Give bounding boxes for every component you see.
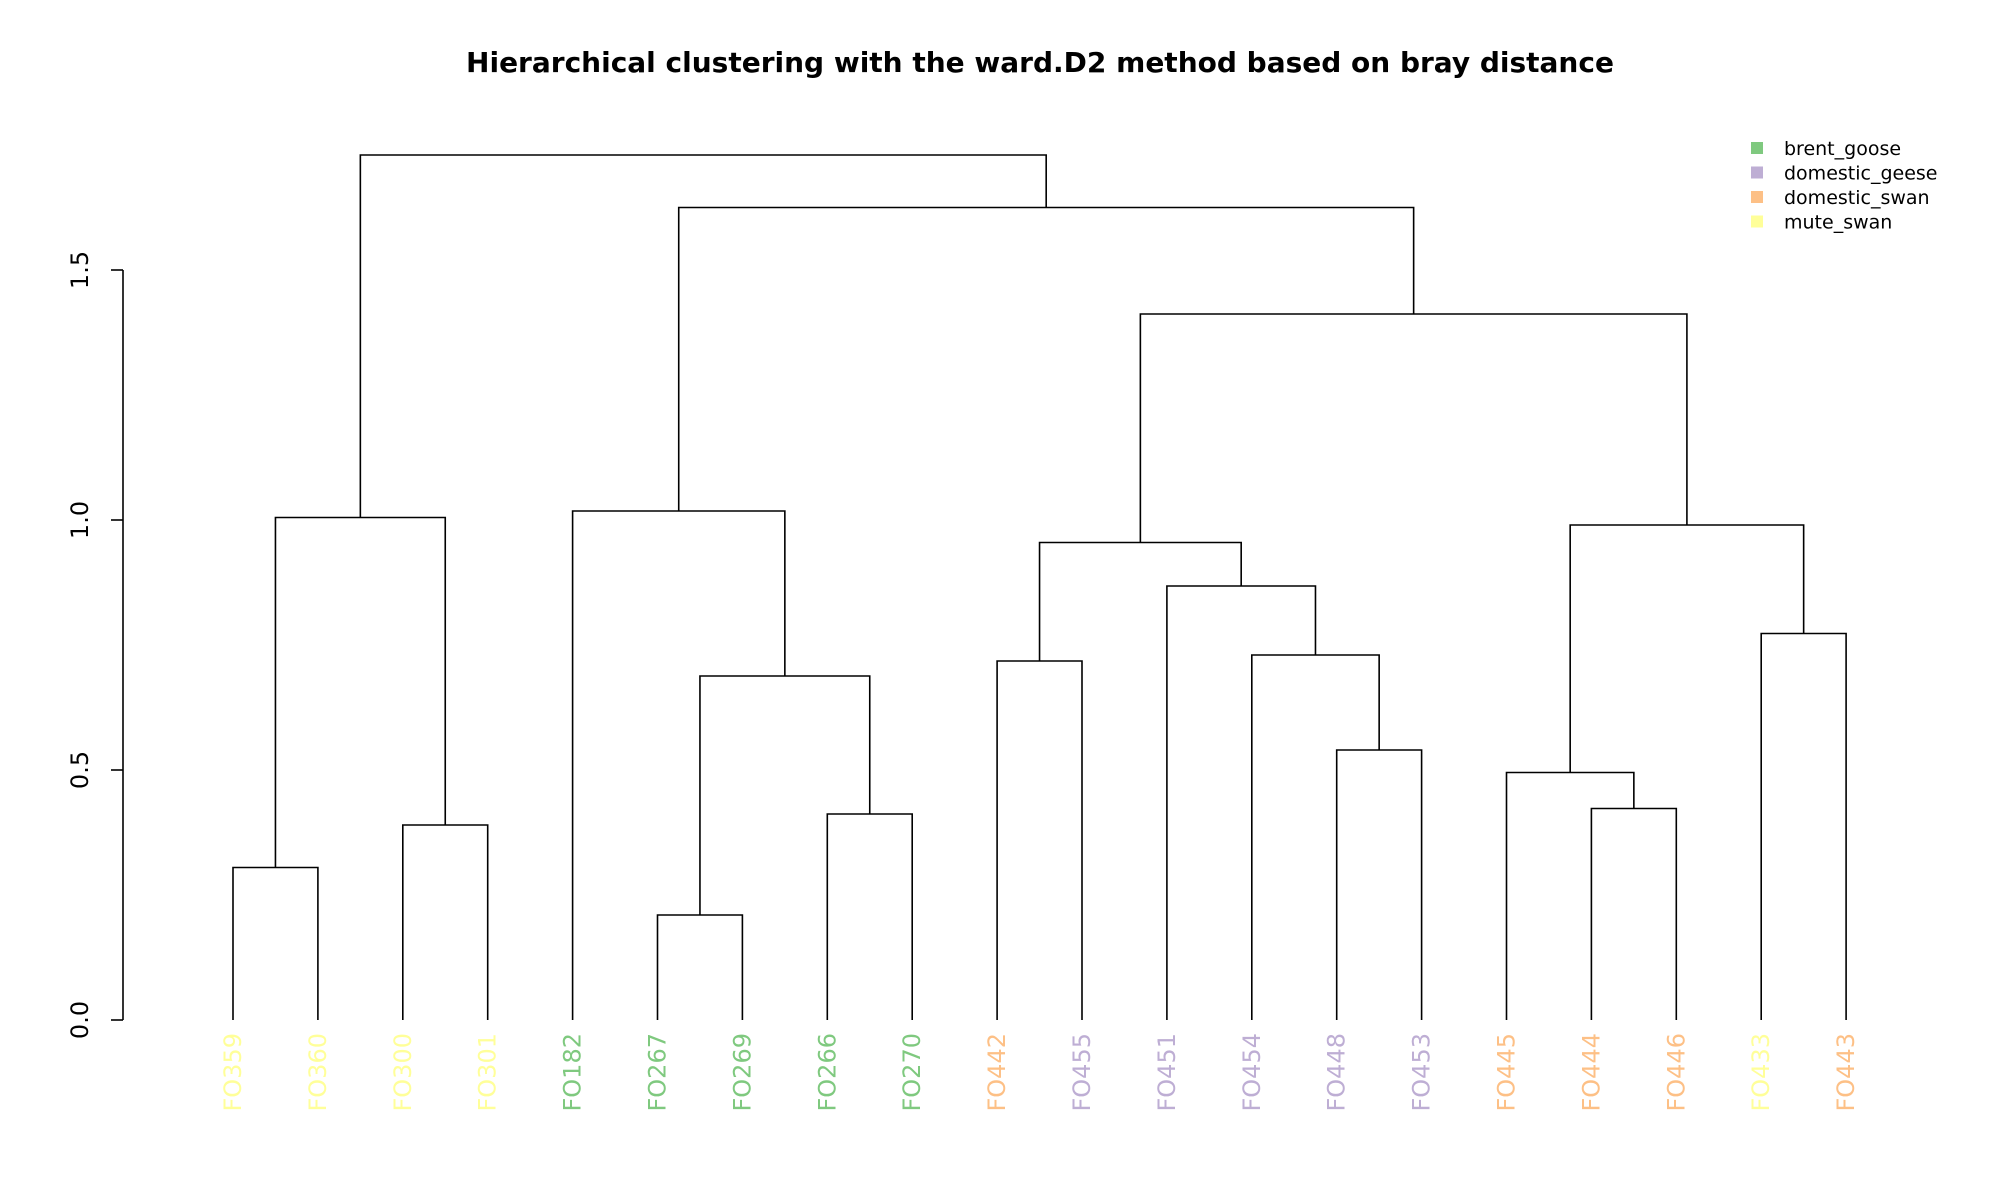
link-m8 <box>996 660 1083 1020</box>
link-m16 <box>1569 524 1805 773</box>
chart-title: Hierarchical clustering with the ward.D2… <box>466 46 1614 79</box>
link-m19 <box>359 154 1047 518</box>
y-axis: 0.0 0.5 1.0 1.5 <box>66 251 124 1039</box>
leaf-label: FO448 <box>1323 1033 1351 1112</box>
leaf-label: FO442 <box>983 1033 1011 1112</box>
link-m11 <box>1166 585 1317 1020</box>
leaf-label: FO269 <box>728 1033 756 1112</box>
leaf-label: FO455 <box>1068 1033 1096 1112</box>
link-m9 <box>1335 749 1423 1020</box>
leaf-label: FO266 <box>813 1033 841 1112</box>
legend-label: brent_goose <box>1784 138 1901 160</box>
link-m6 <box>699 675 871 915</box>
y-tick-label: 0.5 <box>66 751 94 789</box>
legend-label: mute_swan <box>1784 212 1892 234</box>
leaf-labels: FO359 FO360 FO300 FO301 FO182 FO267 FO269 FO266… <box>219 1033 1860 1112</box>
legend-label: domestic_geese <box>1784 163 1937 185</box>
legend-swatch <box>1751 142 1763 154</box>
link-m3 <box>274 516 447 868</box>
leaf-label: FO444 <box>1577 1033 1605 1112</box>
leaf-label: FO446 <box>1662 1033 1690 1112</box>
leaf-label: FO454 <box>1238 1033 1266 1112</box>
link-m5 <box>826 813 913 1020</box>
y-tick-label: 1.5 <box>66 251 94 289</box>
link-m12 <box>1038 541 1242 661</box>
leaf-label: FO433 <box>1747 1033 1775 1112</box>
legend-label: domestic_swan <box>1784 187 1930 209</box>
legend-swatch <box>1751 215 1763 228</box>
leaf-label: FO301 <box>474 1033 502 1112</box>
leaf-label: FO300 <box>389 1033 417 1112</box>
link-m18 <box>677 206 1415 511</box>
legend: brent_goose domestic_geesedomestic_swanmu… <box>1751 138 1937 234</box>
dendrogram-links <box>232 154 1847 1020</box>
y-tick-label: 1.0 <box>66 501 94 539</box>
leaf-label: FO270 <box>898 1033 926 1112</box>
y-tick-label: 0.0 <box>66 1001 94 1039</box>
link-m4 <box>656 914 744 1020</box>
leaf-label: FO359 <box>219 1033 247 1112</box>
legend-swatch <box>1751 166 1763 179</box>
link-m7 <box>571 510 786 1020</box>
leaf-label: FO445 <box>1493 1033 1521 1112</box>
leaf-label: FO360 <box>304 1033 332 1112</box>
link-m15 <box>1760 632 1847 1020</box>
link-m13 <box>1590 807 1678 1020</box>
link-m1 <box>232 866 319 1020</box>
legend-swatch <box>1751 191 1763 203</box>
leaf-label: FO451 <box>1153 1033 1181 1112</box>
link-m10 <box>1251 654 1380 1020</box>
link-m2 <box>402 824 489 1020</box>
leaf-label: FO267 <box>644 1033 672 1112</box>
leaf-label: FO182 <box>559 1033 587 1112</box>
link-m17 <box>1139 313 1688 543</box>
leaf-label: FO443 <box>1832 1033 1860 1112</box>
link-m14 <box>1505 771 1635 1020</box>
leaf-label: FO453 <box>1408 1033 1436 1112</box>
